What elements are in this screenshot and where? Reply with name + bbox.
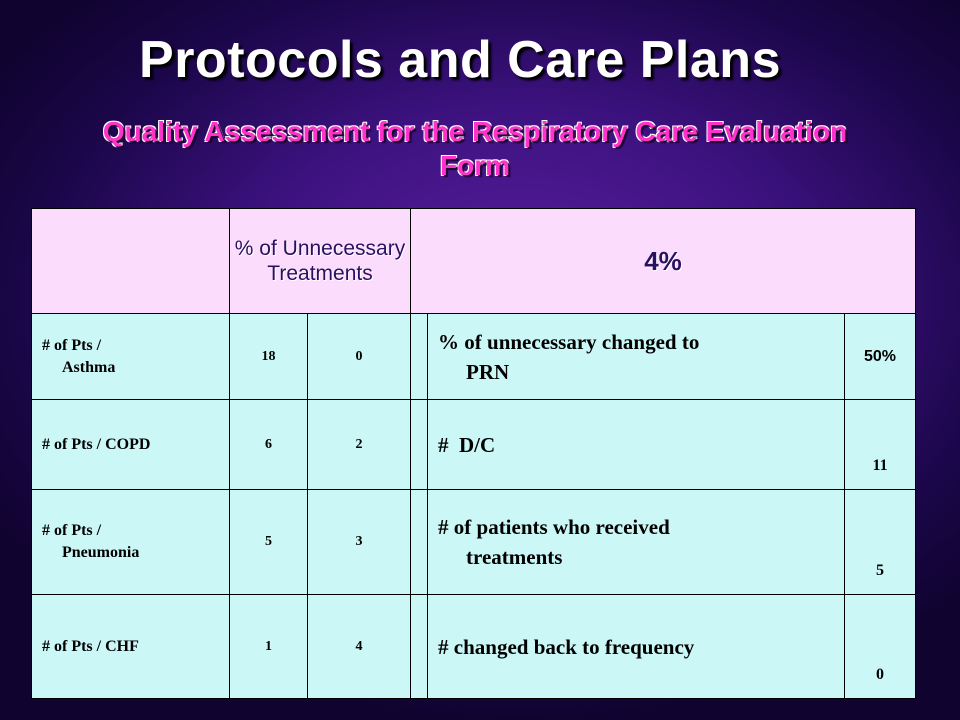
row-description-line1: # changed back to frequency [438,634,695,659]
header-empty-cell [31,208,230,314]
row-value: 50% [844,313,917,400]
row-spacer-cell [410,313,429,400]
row-label-line2: Asthma [62,358,116,376]
table-row: # of Pts / Asthma 18 0 % of unnecessary … [31,313,917,400]
row-value: 0 [844,594,917,699]
row-description: % of unnecessary changed to PRN [427,313,846,400]
slide-subtitle: Quality Assessment for the Respiratory C… [102,116,848,181]
row-label-line1: # of Pts / [42,336,102,354]
row-description: # changed back to frequency [427,594,846,699]
table-header-row: % of Unnecessary Treatments 4% [31,208,917,314]
row-description: # of patients who received treatments [427,489,846,595]
row-count-b: 3 [306,489,412,595]
row-spacer-cell [410,594,429,699]
row-count-a: 6 [229,399,308,490]
table-row: # of Pts / CHF 1 4 # changed back to fre… [31,594,917,699]
row-value: 11 [844,399,917,490]
header-metric-value: 4% [410,208,917,314]
row-count-b: 0 [306,313,412,400]
row-spacer-cell [410,489,429,595]
row-label-line1: # of Pts / COPD [42,435,151,453]
header-metric-label: % of Unnecessary Treatments [228,208,412,314]
row-label-line1: # of Pts / CHF [42,637,139,655]
row-label-line2: Pneumonia [62,544,140,561]
table-row: # of Pts / Pneumonia 5 3 # of patients w… [31,489,917,595]
row-spacer-cell [410,399,429,490]
row-count-a: 18 [229,313,308,400]
row-description-line1: % of unnecessary changed to [438,329,700,354]
row-label: # of Pts / COPD [31,399,230,490]
row-count-b: 2 [306,399,412,490]
row-count-a: 5 [229,489,308,595]
row-value: 5 [844,489,917,595]
table-row: # of Pts / COPD 6 2 # D/C 11 [31,399,917,490]
row-description-line2: treatments [466,545,563,569]
row-description-line1: # D/C [438,432,496,457]
row-count-b: 4 [306,594,412,699]
quality-assessment-table: % of Unnecessary Treatments 4% # of Pts … [31,208,917,699]
row-label: # of Pts / Asthma [31,313,230,400]
row-description-line2: PRN [466,359,510,384]
slide-title: Protocols and Care Plans [139,31,781,89]
row-description-line1: # of patients who received [438,515,670,539]
row-count-a: 1 [229,594,308,699]
row-description: # D/C [427,399,846,490]
row-label-line1: # of Pts / [42,522,102,539]
row-label: # of Pts / Pneumonia [31,489,230,595]
row-label: # of Pts / CHF [31,594,230,699]
